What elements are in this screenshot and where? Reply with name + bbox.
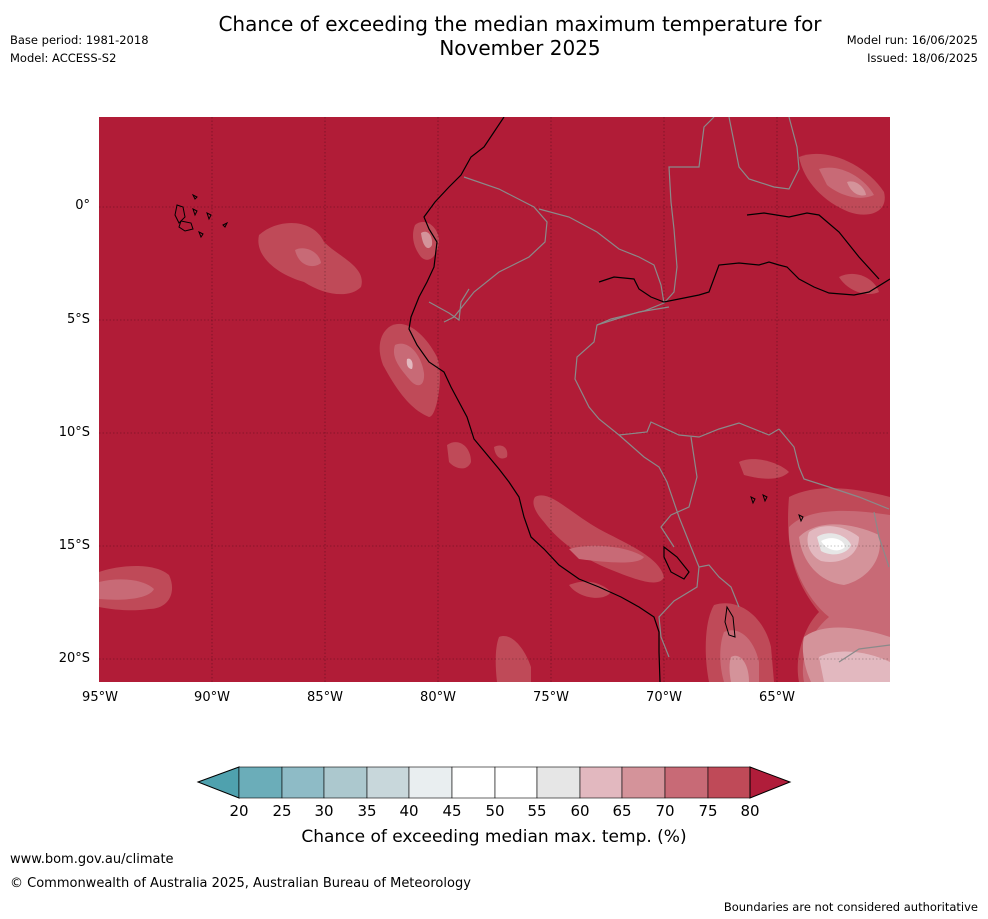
cbar-tick-20: 20 <box>229 802 249 820</box>
meta-left: Base period: 1981-2018 Model: ACCESS-S2 <box>10 31 149 67</box>
colour-bin-60-65 <box>579 766 623 799</box>
cbar-tick-35: 35 <box>357 802 377 820</box>
colour-bin-50-55 <box>494 766 538 799</box>
colour-bin-35-40 <box>366 766 410 799</box>
colour-bin-40-45 <box>408 766 453 799</box>
issued-date: Issued: 18/06/2025 <box>867 51 978 65</box>
lon-label-65w: 65°W <box>759 690 795 705</box>
base-period: Base period: 1981-2018 <box>10 33 149 47</box>
cbar-tick-65: 65 <box>612 802 632 820</box>
cbar-tick-40: 40 <box>399 802 419 820</box>
colour-bar-high-arrow <box>749 766 792 799</box>
coastlines <box>408 117 890 682</box>
title-line-1: Chance of exceeding the median maximum t… <box>218 12 822 36</box>
contour-50-east <box>821 538 845 551</box>
lat-label-10s: 10°S <box>58 425 90 440</box>
lon-label-70w: 70°W <box>646 690 682 705</box>
lat-label-0: 0° <box>75 198 90 213</box>
colour-bin-20-25 <box>238 766 283 799</box>
forecast-map <box>99 117 890 682</box>
colour-bin-30-35 <box>323 766 368 799</box>
colour-bar-low-arrow <box>196 766 240 799</box>
colour-bin-25-30 <box>281 766 325 799</box>
cbar-tick-50: 50 <box>485 802 505 820</box>
lon-label-85w: 85°W <box>307 690 343 705</box>
colour-bin-65-70 <box>621 766 666 799</box>
contour-75-andes-b <box>569 581 611 598</box>
contour-65-guayaquil <box>421 231 433 249</box>
country-borders <box>428 117 890 663</box>
contour-75-small-b <box>494 445 508 459</box>
contour-70-andes <box>569 545 644 563</box>
contour-75-small-a <box>447 442 471 469</box>
cbar-tick-60: 60 <box>570 802 590 820</box>
galapagos-islands <box>174 193 229 239</box>
colour-bar <box>196 766 792 799</box>
cbar-tick-25: 25 <box>272 802 292 820</box>
probability-contours <box>99 153 890 682</box>
contour-60-peru-coast <box>406 358 413 369</box>
boundary-disclaimer: Boundaries are not considered authoritat… <box>723 900 978 914</box>
colour-bin-45-50 <box>451 766 496 799</box>
copyright-notice: © Commonwealth of Australia 2025, Austra… <box>10 876 471 891</box>
map-title: Chance of exceeding the median maximum t… <box>150 12 890 60</box>
website-link[interactable]: www.bom.gov.au/climate <box>10 852 174 867</box>
meta-right: Model run: 16/06/2025 Issued: 18/06/2025 <box>847 31 978 67</box>
lon-label-95w: 95°W <box>82 690 118 705</box>
cbar-tick-75: 75 <box>698 802 718 820</box>
lat-label-15s: 15°S <box>58 538 90 553</box>
cbar-tick-70: 70 <box>655 802 675 820</box>
cbar-tick-30: 30 <box>314 802 334 820</box>
cbar-tick-45: 45 <box>442 802 462 820</box>
colour-bin-75-80 <box>707 766 751 799</box>
contour-65-northeast <box>847 181 866 196</box>
contour-75-bolivia-north <box>739 459 789 479</box>
lakes <box>724 494 804 638</box>
cbar-tick-55: 55 <box>527 802 547 820</box>
colour-bin-55-60 <box>536 766 581 799</box>
map-gridlines <box>99 117 890 682</box>
title-line-2: November 2025 <box>439 36 601 60</box>
contour-75-amazon <box>839 273 879 295</box>
lat-label-5s: 5°S <box>66 312 90 327</box>
lat-label-20s: 20°S <box>58 651 90 666</box>
cbar-tick-80: 80 <box>740 802 760 820</box>
colour-bar-title: Chance of exceeding median max. temp. (%… <box>301 827 687 847</box>
contour-70-pacific-a <box>295 248 321 267</box>
contour-75-south-central <box>495 636 531 682</box>
contour-65-bolivia-a <box>729 655 749 682</box>
contour-70-southwest <box>99 579 154 600</box>
lon-label-75w: 75°W <box>533 690 569 705</box>
map-background-80plus <box>99 117 890 682</box>
lon-label-80w: 80°W <box>420 690 456 705</box>
colour-bin-70-75 <box>664 766 709 799</box>
model-run: Model run: 16/06/2025 <box>846 33 978 47</box>
contour-60-southeast <box>819 651 890 682</box>
lon-label-90w: 90°W <box>194 690 230 705</box>
model-name: Model: ACCESS-S2 <box>10 51 117 65</box>
